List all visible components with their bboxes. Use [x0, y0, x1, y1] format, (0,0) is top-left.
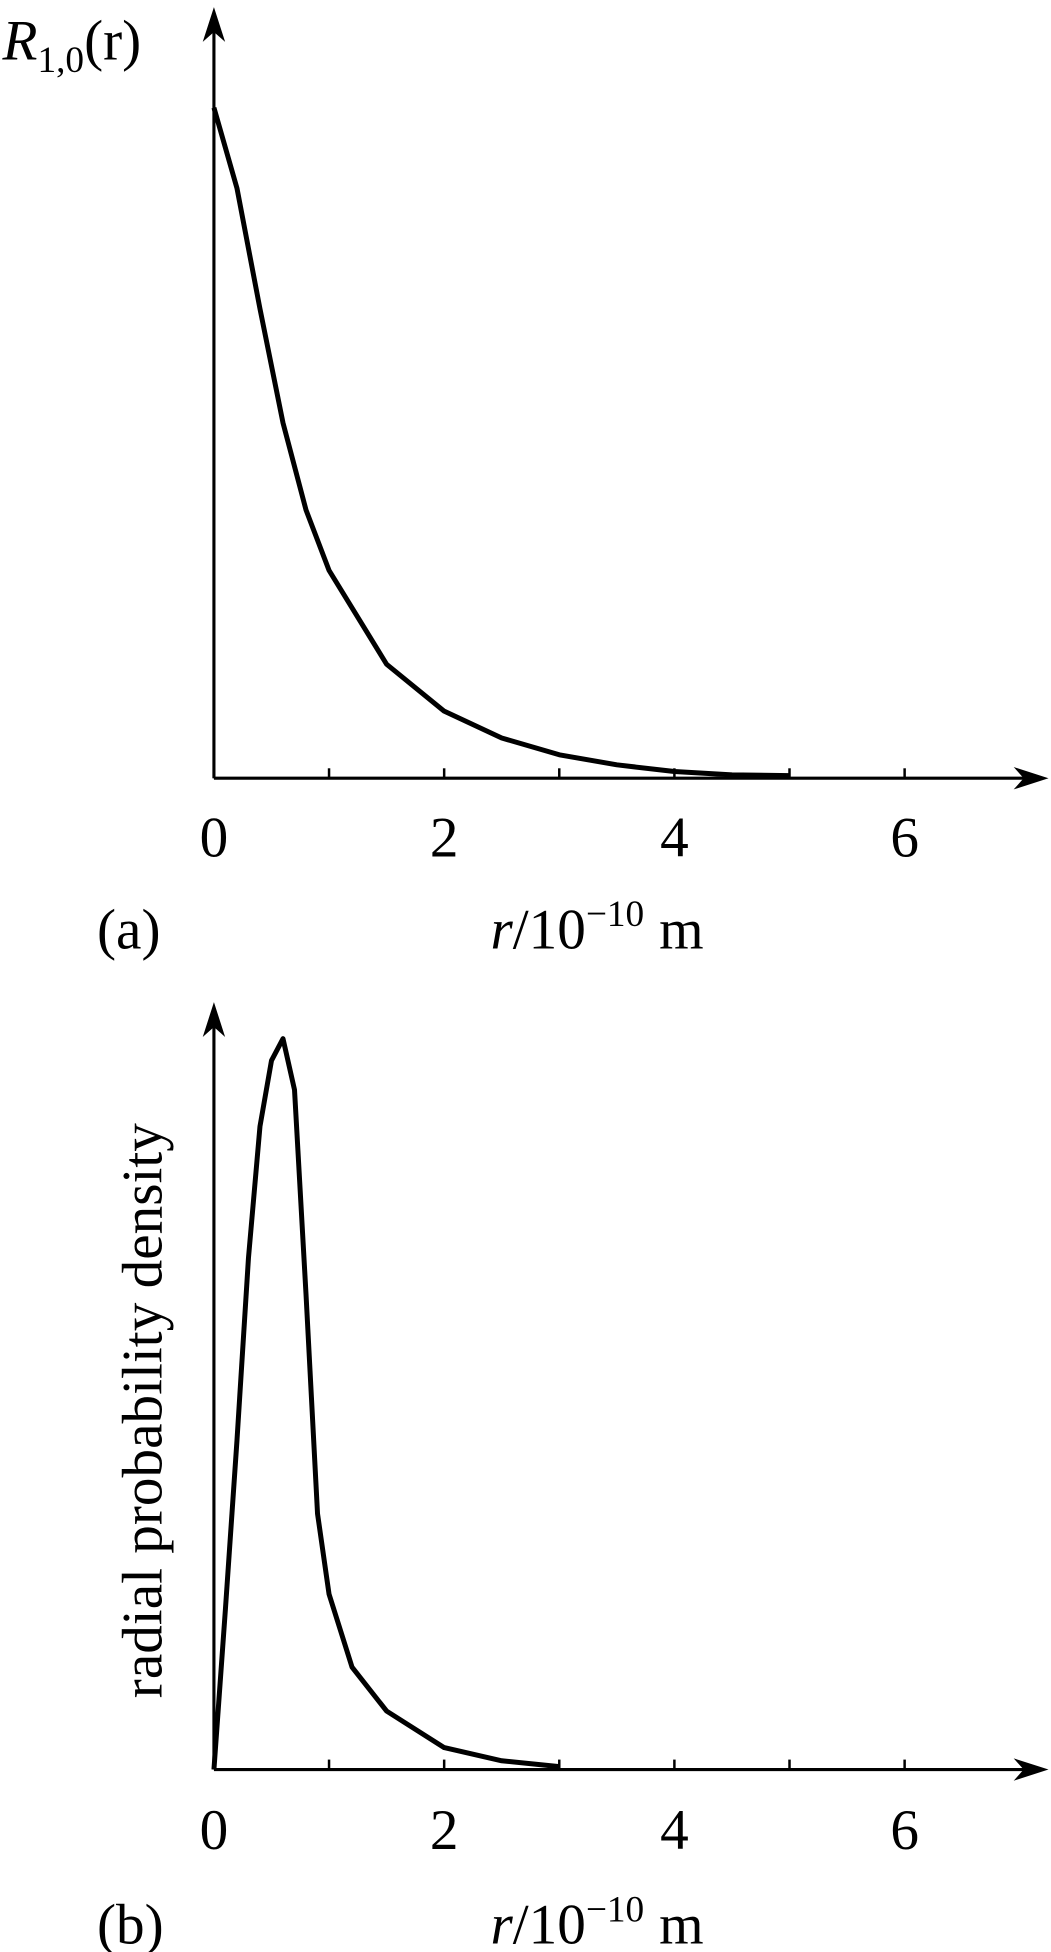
x-label-tail: m: [659, 899, 704, 962]
x-tick-label: 4: [660, 1799, 689, 1862]
curve: [211, 106, 790, 779]
y-arrow: [202, 7, 226, 42]
panel-label: (a): [97, 899, 161, 962]
y-axis-label: R1,0(r): [1, 9, 141, 80]
x-tick-label: 6: [890, 807, 919, 870]
x-axis-label: r/10−10 m: [490, 894, 703, 961]
x-label-unit: /10: [513, 1894, 586, 1952]
panel-label: (b): [97, 1894, 164, 1952]
y-arrow: [202, 1002, 226, 1037]
x-label-exp: −10: [586, 1889, 644, 1930]
y-axis-label: radial probability density: [112, 1123, 175, 1698]
x-label-tail: m: [659, 1894, 704, 1952]
curve: [211, 1036, 560, 1770]
x-tick-label: 6: [890, 1799, 919, 1862]
x-label-unit: /10: [513, 899, 586, 962]
x-tick-label: 0: [200, 807, 229, 870]
y-label-sub: 1,0: [37, 40, 84, 81]
x-tick-label: 0: [200, 1799, 229, 1862]
x-arrow: [1013, 767, 1049, 790]
x-axis-label: r/10−10 m: [490, 1889, 703, 1952]
x-tick-label: 4: [660, 807, 689, 870]
x-tick-label: 2: [430, 807, 459, 870]
y-label-tail: (r): [84, 9, 141, 72]
x-arrow: [1013, 1758, 1049, 1781]
x-tick-label: 2: [430, 1799, 459, 1862]
x-label-var: r: [490, 899, 513, 962]
x-label-var: r: [490, 1894, 513, 1952]
x-label-exp: −10: [586, 894, 644, 935]
y-label-main: R: [1, 9, 37, 72]
